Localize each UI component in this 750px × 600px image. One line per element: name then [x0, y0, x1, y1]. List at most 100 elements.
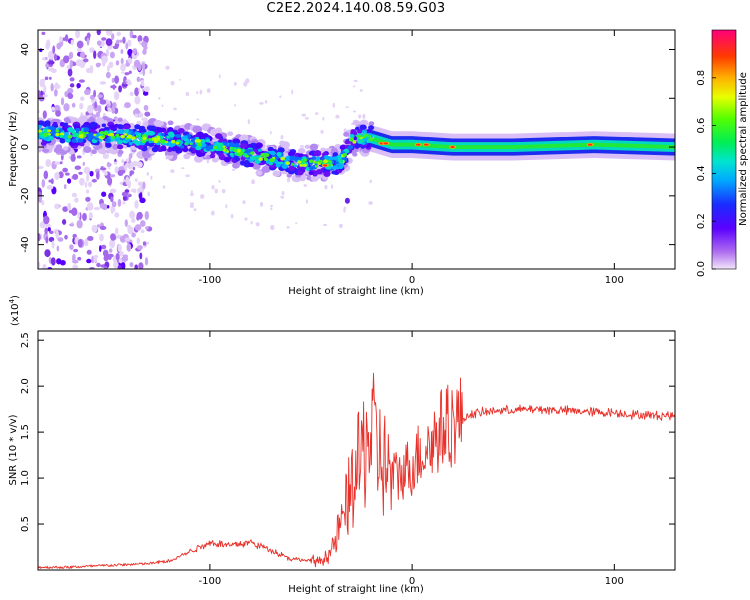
- spectrogram-noise-cell: [114, 166, 119, 174]
- spectrogram-noise-cell: [86, 173, 90, 182]
- spectrogram-noise-cell: [46, 185, 54, 190]
- spectrogram-ridge-cell: [308, 159, 314, 164]
- spectrogram-noise-cell: [41, 31, 46, 36]
- spectrogram-ridge-cell: [269, 158, 275, 163]
- spectrogram-noise-cell: [99, 167, 107, 171]
- colorbar-tick-label: 0.6: [696, 118, 707, 134]
- snr-x-tick-label: 100: [605, 576, 624, 587]
- spectrogram-ridge-cell: [91, 149, 97, 155]
- spectrogram-ridge-cell: [135, 141, 141, 146]
- spectrogram-noise-cell: [102, 153, 109, 159]
- spectrogram-ridge-cell: [342, 152, 348, 157]
- spectrogram-ridge-cell: [71, 131, 75, 135]
- spectrogram-noise-cell: [124, 102, 131, 109]
- spectrogram-noise-cell: [231, 168, 236, 171]
- spectrogram-ridge-cell: [250, 151, 255, 155]
- spectrogram-noise-cell: [121, 83, 128, 87]
- spectrogram-noise-cell: [343, 128, 347, 133]
- spectrogram-noise-cell: [142, 48, 147, 55]
- spectrogram-ridge-cell: [260, 153, 265, 157]
- spectrogram-noise-cell: [99, 203, 106, 209]
- spectrogram-ridge-cell: [209, 153, 216, 159]
- spectrogram-noise-cell: [115, 39, 120, 45]
- spectrogram-noise-cell: [114, 75, 120, 84]
- spectrogram-ridge-cell: [156, 135, 161, 139]
- spectrogram-noise-cell: [72, 264, 79, 269]
- spectrogram-noise-cell: [286, 226, 290, 229]
- spectrogram-ridge-cell: [272, 170, 281, 177]
- spectrogram-noise-cell: [129, 162, 134, 167]
- spectrogram-ridge-cell: [313, 150, 322, 157]
- spectrogram-noise-cell: [47, 227, 51, 232]
- spectrogram-noise-cell: [359, 89, 363, 92]
- spectrogram-noise-cell: [104, 171, 108, 176]
- spectrogram-ridge-cell: [195, 145, 202, 151]
- spectrogram-ridge-cell: [159, 140, 163, 143]
- spectrogram-ridge-cell: [189, 142, 193, 146]
- spectrogram-noise-cell: [270, 224, 275, 231]
- spectrogram-ridge-cell: [301, 174, 307, 179]
- spectrogram-noise-cell: [142, 90, 149, 96]
- spectrogram-noise-cell: [286, 177, 291, 183]
- snr-y-multiplier: (x104): [8, 295, 21, 326]
- spectrogram-ridge-cell: [243, 149, 249, 153]
- spectrogram-noise-cell: [294, 222, 298, 225]
- spectrogram-ridge-cell: [179, 145, 185, 149]
- spectrogram-ridge-cell: [215, 127, 222, 133]
- spectrogram-ridge-cell: [238, 136, 246, 142]
- spectrogram-ridge-cell: [314, 161, 318, 164]
- spectrogram-noise-cell: [48, 67, 55, 72]
- spectrogram-noise-cell: [121, 191, 129, 197]
- spectrogram-ridge-cell: [89, 116, 95, 121]
- spectrogram-ridge-cell: [188, 148, 193, 152]
- spectrogram-noise-cell: [140, 220, 146, 227]
- spectrogram-ridge-cell: [338, 159, 344, 164]
- spectrogram-noise-cell: [99, 81, 107, 85]
- spectrogram-noise-cell: [358, 114, 362, 119]
- spectrogram-noise-cell: [353, 79, 358, 83]
- spectrogram-noise-cell: [251, 179, 256, 185]
- spectrogram-ridge-cell: [296, 169, 304, 176]
- spectrogram-noise-cell: [138, 87, 141, 93]
- spectrogram-noise-cell: [247, 119, 250, 125]
- spectrogram-noise-cell: [105, 48, 110, 57]
- spectrogram-ridge-cell: [344, 140, 350, 145]
- spectrogram-noise-cell: [122, 201, 126, 205]
- spectrogram-noise-cell: [52, 45, 56, 54]
- spectrogram-noise-cell: [72, 173, 79, 180]
- spectrogram-ridge-cell: [194, 126, 201, 132]
- spectrogram-noise-cell: [54, 82, 59, 90]
- spectrogram-noise-cell: [50, 178, 54, 185]
- spectrogram-noise-cell: [93, 206, 101, 211]
- spectrogram-noise-cell: [143, 104, 149, 111]
- spectrogram-noise-cell: [45, 159, 52, 168]
- spectrogram-ridge-cell: [75, 127, 81, 132]
- spectrogram-ridge-cell: [63, 117, 70, 123]
- spectrogram-noise-cell: [142, 181, 146, 190]
- colorbar-gradient: [711, 29, 737, 270]
- spectrogram-noise-cell: [124, 219, 128, 227]
- spectrogram-noise-cell: [131, 232, 136, 238]
- spectrogram-ridge-cell: [56, 145, 62, 151]
- spectrogram-ridge-cell: [332, 152, 339, 157]
- spectrogram-ridge-cell: [368, 125, 375, 131]
- spectrogram-noise-cell: [362, 113, 366, 119]
- colorbar-tick-label: 0.8: [696, 70, 707, 86]
- spectrogram-noise-cell: [133, 59, 141, 68]
- spectrogram-ridge-cell: [151, 146, 159, 153]
- spectrogram-ridge-cell: [83, 146, 92, 154]
- spectrogram-noise-cell: [200, 194, 205, 199]
- spectrogram-noise-cell: [112, 101, 117, 109]
- spectrogram-ridge-cell: [291, 163, 295, 166]
- spectrogram-noise-cell: [88, 181, 93, 188]
- spectrogram-noise-cell: [38, 195, 43, 203]
- spectrogram-noise-cell: [250, 220, 253, 225]
- spectrogram-ridge-cell: [297, 147, 306, 154]
- spectrogram-noise-cell: [107, 107, 112, 113]
- spectrogram-noise-cell: [133, 189, 137, 194]
- spectrogram-noise-cell: [88, 212, 93, 219]
- spectrogram-noise-cell: [103, 255, 109, 262]
- spectrogram-noise-cell: [299, 145, 305, 148]
- spectrogram-noise-cell: [134, 95, 141, 105]
- spectrogram-ridge-cell: [274, 156, 279, 160]
